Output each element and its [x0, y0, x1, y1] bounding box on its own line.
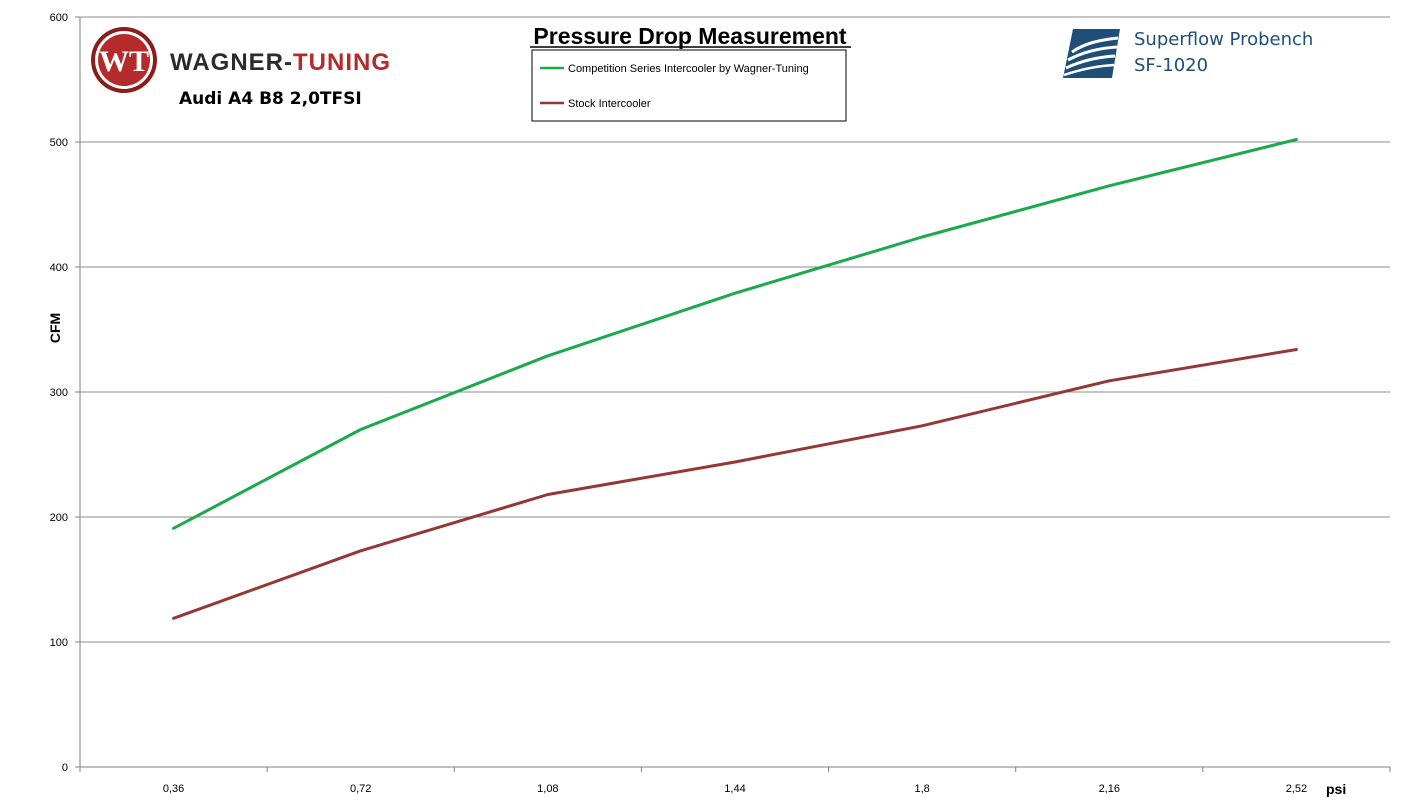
- x-tick-label: 2,52: [1286, 783, 1307, 795]
- data-point: [920, 424, 924, 427]
- data-point: [920, 235, 924, 239]
- data-point: [1108, 184, 1111, 187]
- y-tick-label: 500: [50, 137, 68, 149]
- x-tick-label: 0,72: [350, 783, 371, 795]
- legend-label-stock: Stock Intercooler: [568, 98, 651, 110]
- x-tick-label: 1,44: [724, 783, 745, 795]
- data-point: [172, 617, 175, 620]
- x-tick-label: 1,8: [914, 783, 929, 795]
- series-line-competition: [172, 138, 1298, 530]
- data-point: [1295, 348, 1298, 351]
- y-tick-label: 200: [50, 512, 68, 524]
- brand-left: WAGNER-: [170, 49, 293, 76]
- wagner-logo-monogram: WT: [99, 45, 149, 78]
- legend-box: [531, 49, 847, 122]
- wagner-tuning-wordmark: WAGNER-TUNING: [170, 49, 391, 76]
- wagner-tuning-logo: WT: [91, 27, 157, 93]
- data-point: [733, 292, 737, 295]
- chart-title: Pressure Drop Measurement: [533, 23, 847, 49]
- data-point: [1295, 138, 1298, 141]
- x-tick-labels: 0,36 0,72 1,08 1,44 1,8 2,16 2,52: [163, 783, 1307, 795]
- data-point: [733, 460, 737, 464]
- x-tick-label: 2,16: [1099, 783, 1120, 795]
- legend: Competition Series Intercooler by Wagner…: [531, 49, 847, 122]
- superflow-wave-3: [1065, 54, 1116, 70]
- data-point: [1108, 379, 1111, 382]
- wagner-logo-inner-disc: [98, 34, 150, 86]
- brand-right: TUNING: [293, 49, 391, 76]
- bench-name: Superflow Probench: [1134, 29, 1313, 50]
- data-point: [359, 428, 362, 431]
- legend-label-competition: Competition Series Intercooler by Wagner…: [568, 63, 809, 75]
- y-tick-label: 100: [50, 637, 68, 649]
- y-tick-label: 600: [50, 12, 68, 24]
- x-axis-title: psi: [1326, 781, 1346, 797]
- superflow-wave-2: [1067, 45, 1118, 62]
- series-lines: [172, 138, 1298, 620]
- y-tick-label: 300: [50, 387, 68, 399]
- x-tick-label: 0,36: [163, 783, 184, 795]
- series-line-stock: [172, 348, 1298, 620]
- data-point: [359, 549, 362, 552]
- superflow-wave-4: [1063, 63, 1115, 77]
- y-tick-label: 0: [62, 762, 68, 774]
- superflow-logo-icon: [1063, 29, 1120, 78]
- superflow-wave-1: [1071, 36, 1119, 54]
- superflow-logo-block: [1063, 29, 1120, 78]
- bench-model: SF-1020: [1134, 55, 1208, 76]
- data-point: [546, 354, 550, 357]
- data-point: [546, 493, 550, 496]
- x-tick-label: 1,08: [537, 783, 558, 795]
- axes: [79, 17, 1390, 768]
- y-tick-label: 400: [50, 262, 68, 274]
- data-point: [172, 527, 175, 530]
- grid-lines: [75, 16, 1391, 772]
- vehicle-label: Audi A4 B8 2,0TFSI: [179, 89, 362, 109]
- y-axis-title: CFM: [47, 313, 63, 343]
- y-tick-labels: 0 100 200 300 400 500 600: [50, 12, 68, 774]
